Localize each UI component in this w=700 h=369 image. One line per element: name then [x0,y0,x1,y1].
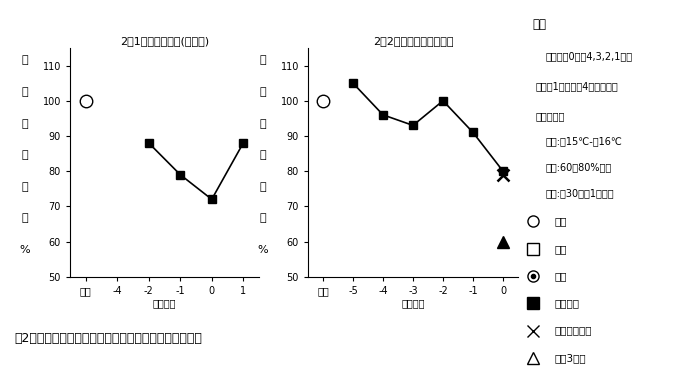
Text: %: % [19,245,30,255]
Title: 2－1ワセスズナリ(早生種): 2－1ワセスズナリ(早生種) [120,36,209,46]
Text: 実: 実 [259,182,266,192]
Text: 期: 期 [259,118,266,129]
Text: 細霧:昼30分毎1分噴霧: 細霧:昼30分毎1分噴霧 [546,188,615,198]
Text: 熟: 熟 [259,87,266,97]
Text: 図2　　花芽発育時期別の低温少照処理と成熟期子実数: 図2 花芽発育時期別の低温少照処理と成熟期子実数 [14,332,202,345]
Text: および1週後に剀4週間の処理: および1週後に剀4週間の処理 [536,81,618,91]
Text: を与えた。: を与えた。 [536,111,565,121]
Text: 数: 数 [259,214,266,224]
Text: %: % [257,245,268,255]
Text: 成: 成 [21,55,28,65]
Text: 成: 成 [259,55,266,65]
Text: 少照: 少照 [554,271,567,281]
X-axis label: 処理時期: 処理時期 [153,299,176,308]
Text: 期: 期 [21,118,28,129]
Text: 注）: 注） [532,18,546,31]
Text: 数: 数 [21,214,28,224]
Text: 子: 子 [21,150,28,160]
Text: 低温少照細霧: 低温少照細霧 [554,325,592,336]
Title: 2－2スズカリ（中生種）: 2－2スズカリ（中生種） [372,36,454,46]
Text: 熟: 熟 [21,87,28,97]
X-axis label: 処理時期: 処理時期 [401,299,425,308]
Text: 低温少照: 低温少照 [554,298,580,308]
Text: 少照:60～80%遷光: 少照:60～80%遷光 [546,162,612,172]
Text: 子: 子 [259,150,266,160]
Text: 低温: 低温 [554,244,567,254]
Text: 実: 実 [21,182,28,192]
Text: 低温3週間: 低温3週間 [554,353,586,363]
Text: 開花期を0と坂4,3,2,1週前: 開花期を0と坂4,3,2,1週前 [546,52,633,62]
Text: 低温:昼15℃-头16℃: 低温:昼15℃-头16℃ [546,137,623,146]
Text: 対照: 対照 [554,216,567,227]
